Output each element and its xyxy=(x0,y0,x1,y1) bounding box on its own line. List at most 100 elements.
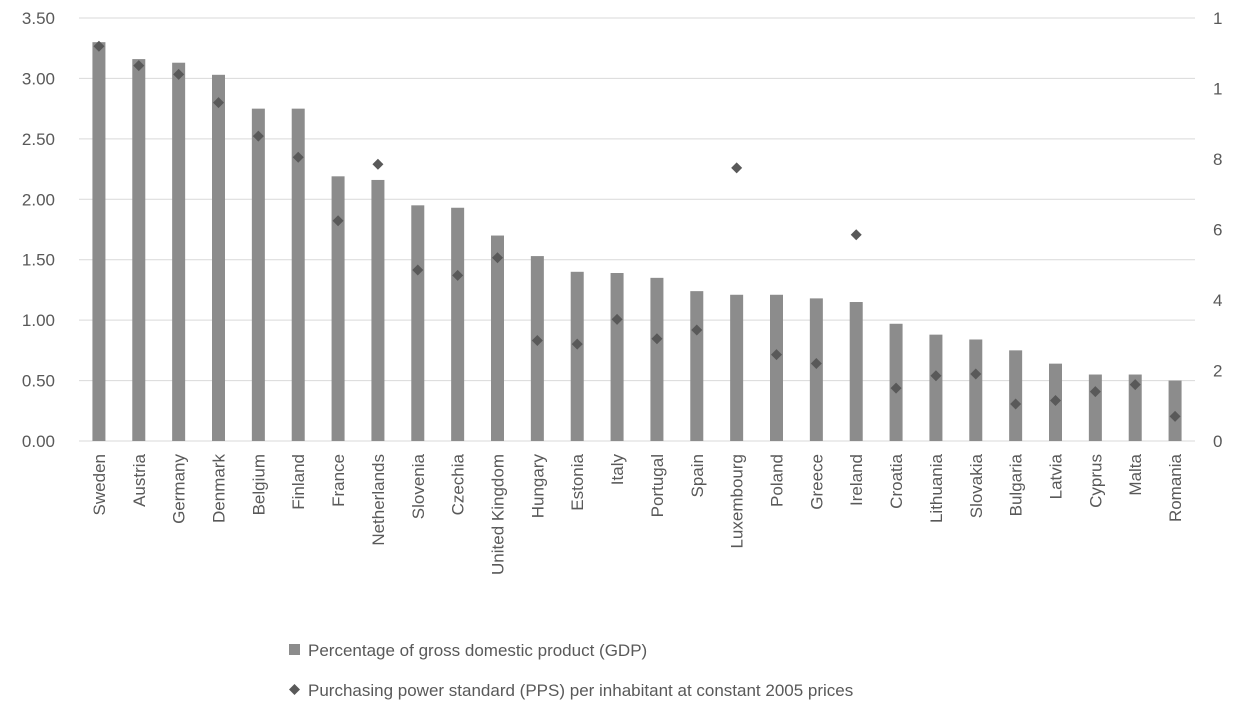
marker-point xyxy=(292,151,304,163)
marker-point xyxy=(1129,379,1141,391)
marker-point xyxy=(452,269,464,281)
legend-bar-label: Percentage of gross domestic product (GD… xyxy=(308,641,647,660)
marker-point xyxy=(611,313,623,325)
legend-marker-swatch xyxy=(289,684,300,695)
bar xyxy=(331,176,345,441)
y-right-tick-label: 6 xyxy=(1213,221,1222,240)
bar xyxy=(809,298,823,441)
y-right-tick-label: 1 xyxy=(1213,9,1222,28)
category-label: Belgium xyxy=(249,454,268,515)
bar xyxy=(92,42,106,442)
bar xyxy=(1088,374,1102,441)
bar xyxy=(212,74,225,441)
y-right-tick-label: 1 xyxy=(1213,80,1222,99)
bar xyxy=(969,339,983,441)
category-label: Portugal xyxy=(648,454,667,517)
bar xyxy=(371,179,385,441)
category-label: France xyxy=(329,454,348,507)
category-label: Estonia xyxy=(568,453,587,510)
marker-point xyxy=(571,338,583,350)
category-label: Latvia xyxy=(1047,453,1066,499)
category-label: Slovakia xyxy=(967,453,986,518)
bar-series xyxy=(92,42,1182,442)
marker-point xyxy=(651,333,663,345)
bar xyxy=(570,271,584,441)
x-axis-categories: Sweden Austria Germany Denmark Belgium Finlan… xyxy=(90,453,1185,575)
marker-point xyxy=(691,324,703,336)
bar xyxy=(291,108,305,442)
category-label: Austria xyxy=(130,453,149,506)
bar xyxy=(929,334,943,441)
category-label: United Kingdom xyxy=(489,454,508,575)
bar xyxy=(650,277,664,441)
category-label: Romania xyxy=(1166,453,1185,522)
marker-point xyxy=(1169,410,1181,422)
category-label: Denmark xyxy=(210,454,229,523)
marker-point xyxy=(731,162,743,174)
category-label: Cyprus xyxy=(1086,454,1105,508)
y-left-tick-label: 3.50 xyxy=(22,9,55,28)
marker-point xyxy=(850,229,862,241)
marker-point xyxy=(133,60,145,72)
y-right-tick-label: 0 xyxy=(1213,432,1222,451)
category-label: Germany xyxy=(170,454,189,524)
category-label: Slovenia xyxy=(409,453,428,519)
y-left-tick-label: 0.00 xyxy=(22,432,55,451)
bar xyxy=(610,273,624,441)
marker-point xyxy=(1050,394,1061,406)
bar xyxy=(1168,380,1182,441)
y-right-tick-label: 2 xyxy=(1213,362,1222,381)
category-label: Poland xyxy=(768,454,787,507)
marker-point xyxy=(332,215,344,227)
bar xyxy=(1128,374,1142,441)
bar xyxy=(849,302,863,441)
marker-point xyxy=(173,68,185,80)
bar xyxy=(1009,350,1023,441)
y-left-tick-label: 2.00 xyxy=(22,190,55,209)
category-label: Italy xyxy=(608,454,627,486)
marker-point xyxy=(930,370,942,382)
marker-point xyxy=(492,252,503,264)
category-label: Ireland xyxy=(847,454,866,506)
y-left-tick-label: 2.50 xyxy=(22,130,55,149)
marker-point xyxy=(412,264,424,276)
marker-point xyxy=(810,357,822,369)
bar xyxy=(730,294,744,441)
marker-point xyxy=(1010,398,1022,410)
category-label: Czechia xyxy=(449,453,468,515)
marker-point xyxy=(970,368,982,380)
bar xyxy=(451,207,465,441)
category-label: Hungary xyxy=(528,454,547,519)
category-label: Bulgaria xyxy=(1007,453,1026,516)
grid-lines xyxy=(79,17,1195,442)
y-right-tick-label: 4 xyxy=(1213,291,1222,310)
y-axis-right: 0 2 4 6 8 1 1 xyxy=(1213,9,1222,451)
category-label: Spain xyxy=(688,454,707,497)
category-label: Greece xyxy=(807,454,826,510)
legend-marker-label: Purchasing power standard (PPS) per inha… xyxy=(308,681,853,700)
bar xyxy=(770,294,783,441)
marker-point xyxy=(93,40,105,52)
marker-point xyxy=(252,130,264,142)
bar xyxy=(491,235,504,441)
category-label: Finland xyxy=(289,454,308,510)
legend-bar-swatch xyxy=(289,644,300,655)
marker-point xyxy=(372,158,384,170)
legend: Percentage of gross domestic product (GD… xyxy=(289,641,853,700)
bar xyxy=(690,291,704,441)
marker-point xyxy=(1089,386,1101,398)
marker-point xyxy=(890,382,902,394)
bar xyxy=(132,59,146,441)
y-left-tick-label: 3.00 xyxy=(22,69,55,88)
y-left-tick-label: 1.00 xyxy=(22,311,55,330)
y-left-tick-label: 1.50 xyxy=(22,251,55,270)
y-right-tick-label: 8 xyxy=(1213,150,1222,169)
category-label: Luxembourg xyxy=(728,454,747,549)
bar xyxy=(411,205,425,441)
marker-point xyxy=(771,349,782,361)
category-label: Netherlands xyxy=(369,454,388,546)
y-axis-left: 0.00 0.50 1.00 1.50 2.00 2.50 3.00 3.50 xyxy=(22,9,55,451)
category-label: Sweden xyxy=(90,454,109,515)
bar xyxy=(251,108,265,442)
